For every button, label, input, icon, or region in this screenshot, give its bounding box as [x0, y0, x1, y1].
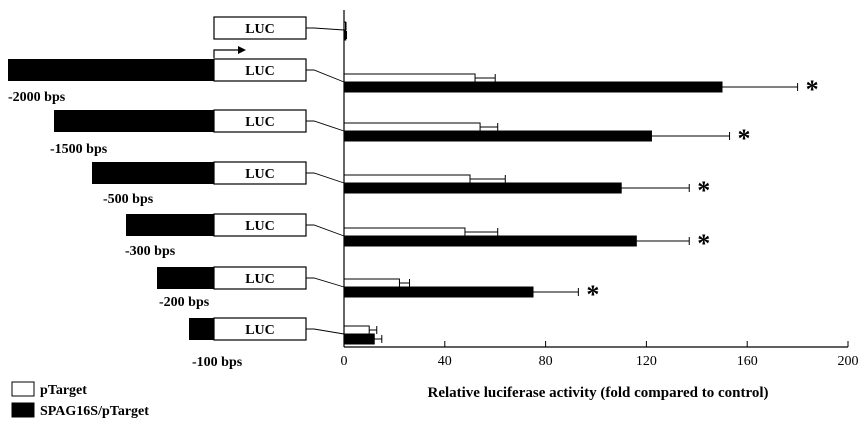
construct-label: -100 bps	[192, 355, 243, 370]
construct-label: -300 bps	[125, 244, 176, 259]
x-tick-label: 40	[438, 354, 452, 369]
x-axis: 0 40 80 120 160 200	[341, 10, 859, 369]
luc-label: LUC	[245, 219, 275, 234]
luc-label: LUC	[245, 272, 275, 287]
legend-swatch	[11, 402, 35, 418]
bar-marks: * * * * *	[343, 21, 819, 345]
legend-item: pTarget	[11, 381, 87, 398]
legend-label: pTarget	[40, 383, 87, 398]
promoter-block	[157, 267, 214, 289]
luc-label: LUC	[245, 167, 275, 182]
construct-row: LUC -300 bps	[125, 213, 307, 259]
legend-label: SPAG16S/pTarget	[40, 404, 149, 419]
construct-connector	[306, 69, 345, 83]
construct-connector	[306, 120, 345, 132]
construct-label: -1500 bps	[50, 142, 108, 157]
bar-spag16s	[343, 182, 622, 194]
transcription-arrow	[213, 46, 246, 58]
bar-spag16s	[343, 81, 723, 93]
construct-connectors	[306, 27, 345, 335]
bar-spag16s	[343, 286, 534, 298]
construct-connector	[306, 27, 345, 31]
significance-star: *	[738, 124, 751, 153]
legend-item: SPAG16S/pTarget	[11, 402, 149, 419]
bar-ptarget	[343, 325, 370, 335]
x-tick-label: 120	[636, 354, 657, 369]
promoter-block	[8, 59, 214, 81]
arrow-head	[238, 46, 246, 54]
bar-ptarget	[343, 227, 466, 237]
construct-row: LUC -500 bps	[92, 161, 307, 207]
significance-star: *	[697, 176, 710, 205]
construct-connector	[306, 224, 345, 237]
bar-spag16s	[343, 130, 652, 142]
construct-connector	[306, 172, 345, 184]
construct-row: LUC -2000 bps	[8, 58, 307, 105]
luc-label: LUC	[245, 323, 275, 338]
significance-star: *	[806, 75, 819, 104]
bar-ptarget	[343, 278, 400, 288]
construct-row: LUC -1500 bps	[50, 109, 307, 157]
x-tick-label: 200	[838, 354, 859, 369]
construct-connector	[306, 277, 345, 288]
luc-label: LUC	[245, 64, 275, 79]
construct-connector	[306, 328, 345, 335]
construct-row: LUC -100 bps	[189, 317, 307, 370]
promoter-block	[54, 110, 214, 132]
bar-spag16s	[343, 235, 637, 247]
promoter-block	[189, 318, 214, 340]
construct-label: -500 bps	[103, 192, 154, 207]
x-tick-label: 80	[539, 354, 553, 369]
x-axis-title: Relative luciferase activity (fold compa…	[427, 385, 768, 401]
construct-row: LUC -200 bps	[157, 266, 307, 310]
legend-swatch	[11, 381, 35, 397]
promoter-block	[126, 214, 214, 236]
construct-row: LUC	[213, 16, 307, 40]
bar-spag16s	[343, 333, 375, 345]
significance-star: *	[697, 229, 710, 258]
x-tick-label: 0	[341, 354, 348, 369]
legend: pTarget SPAG16S/pTarget	[11, 381, 149, 419]
arrow-line	[213, 49, 238, 58]
construct-label: -2000 bps	[8, 90, 66, 105]
bar-ptarget	[343, 73, 476, 83]
significance-star: *	[586, 280, 599, 309]
promoter-block	[92, 162, 214, 184]
luc-label: LUC	[245, 115, 275, 130]
luc-label: LUC	[245, 22, 275, 37]
x-tick-label: 160	[737, 354, 758, 369]
bar-ptarget	[343, 174, 471, 184]
construct-label: -200 bps	[159, 295, 210, 310]
bar-ptarget	[343, 122, 481, 132]
